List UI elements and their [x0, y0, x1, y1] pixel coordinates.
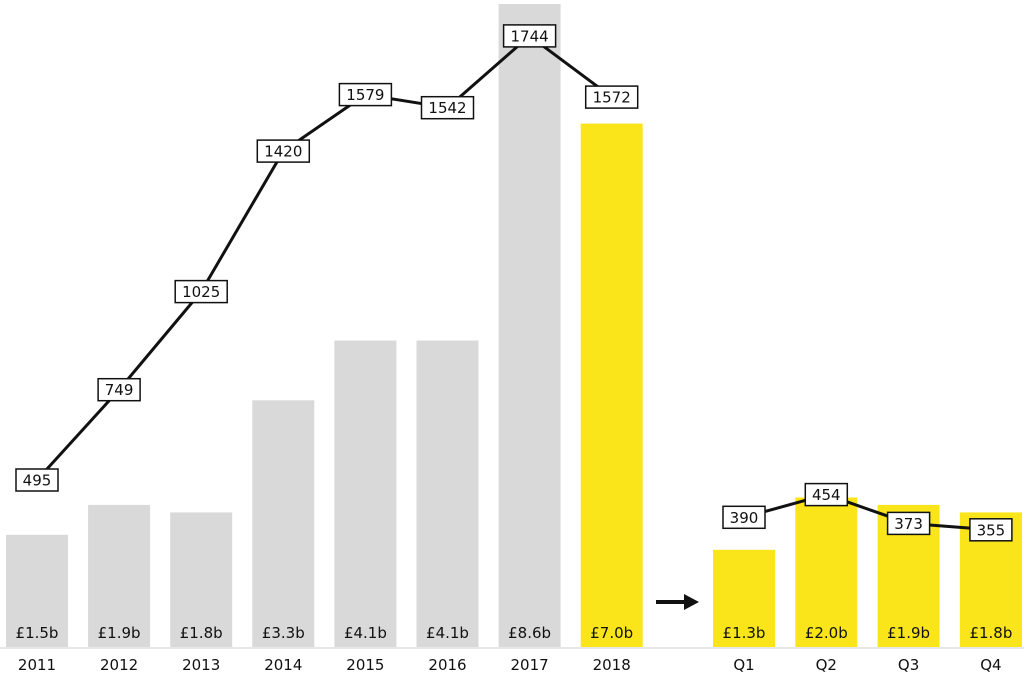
bar-value-label-q3: £1.9b: [887, 624, 930, 642]
line-point-label-2013: 1025: [182, 283, 220, 301]
bar-q1: [713, 549, 775, 647]
line-point-box-q3: [886, 511, 931, 536]
bar-2015: [334, 340, 397, 647]
line-point-box-2012: [97, 377, 141, 402]
line-series-annual: [35, 34, 613, 482]
bar-2012: [88, 504, 151, 647]
lines-layer: 495 749 1025 1420 1579 1542 1744 1572 390 454 373 3…: [15, 24, 1013, 542]
bar-value-label-q2: £2.0b: [805, 624, 848, 642]
value-labels-layer: £1.5b £1.9b £1.8b £3.3b £4.1b £4.1b £8.6b £7.0b…: [16, 624, 1013, 642]
line-point-box-2018: [584, 85, 639, 109]
x-tick-label-q2: Q2: [816, 656, 837, 674]
bar-value-label-q1: £1.3b: [723, 624, 766, 642]
bar-value-label-2011: £1.5b: [16, 624, 59, 642]
x-axis-ticks: 2011 2012 2013 2014 2015 2016 2017 2018 Q1 Q2 Q3 Q4: [0, 647, 1024, 674]
line-point-box-q2: [804, 482, 849, 507]
line-point-label-q1: 390: [730, 509, 759, 527]
bar-value-label-2017: £8.6b: [508, 624, 551, 642]
line-point-label-q4: 355: [977, 521, 1006, 539]
bar-value-label-2018: £7.0b: [590, 624, 633, 642]
line-point-label-q3: 373: [894, 515, 923, 533]
line-point-box-2014: [256, 139, 311, 163]
line-point-box-q1: [722, 505, 766, 530]
line-point-box-2015: [338, 82, 393, 107]
x-tick-label-2014: 2014: [264, 656, 302, 674]
bar-value-label-2016: £4.1b: [426, 624, 469, 642]
bar-2013: [170, 512, 233, 647]
bar-value-label-q4: £1.8b: [969, 624, 1012, 642]
x-tick-label-2018: 2018: [593, 656, 631, 674]
line-point-label-2015: 1579: [346, 86, 384, 104]
right-arrow-icon: [656, 594, 699, 610]
bars-layer: [6, 4, 1022, 648]
line-point-label-2018: 1572: [593, 89, 631, 107]
x-tick-label-2017: 2017: [511, 656, 549, 674]
line-point-box-q4: [969, 518, 1013, 542]
bar-2011: [6, 534, 68, 647]
x-tick-label-2015: 2015: [346, 656, 384, 674]
x-tick-label-q3: Q3: [898, 656, 919, 674]
line-point-label-q2: 454: [812, 486, 841, 504]
bar-2018: [580, 123, 643, 648]
line-point-box-2016: [420, 95, 475, 120]
bar-value-label-2014: £3.3b: [262, 624, 305, 642]
line-series-quarterly: [743, 493, 992, 532]
x-tick-label-q1: Q1: [733, 656, 754, 674]
line-point-box-2011: [15, 468, 59, 492]
bar-2016: [416, 340, 479, 647]
x-tick-label-2013: 2013: [182, 656, 220, 674]
x-tick-label-2016: 2016: [428, 656, 466, 674]
bar-2014: [252, 400, 315, 647]
bar-value-label-2013: £1.8b: [180, 624, 223, 642]
line-point-label-2017: 1744: [511, 27, 549, 45]
line-point-box-2013: [174, 279, 228, 304]
x-tick-label-2012: 2012: [100, 656, 138, 674]
x-tick-label-q4: Q4: [980, 656, 1001, 674]
bar-q2: [795, 497, 858, 647]
bar-value-label-2015: £4.1b: [344, 624, 387, 642]
line-point-label-2011: 495: [23, 472, 52, 490]
bar-value-label-2012: £1.9b: [98, 624, 141, 642]
line-point-label-2016: 1542: [428, 99, 466, 117]
bar-2017: [498, 4, 561, 647]
line-point-label-2012: 749: [105, 381, 134, 399]
line-point-box-2017: [502, 24, 557, 48]
x-tick-label-2011: 2011: [18, 656, 56, 674]
line-point-label-2014: 1420: [264, 143, 302, 161]
